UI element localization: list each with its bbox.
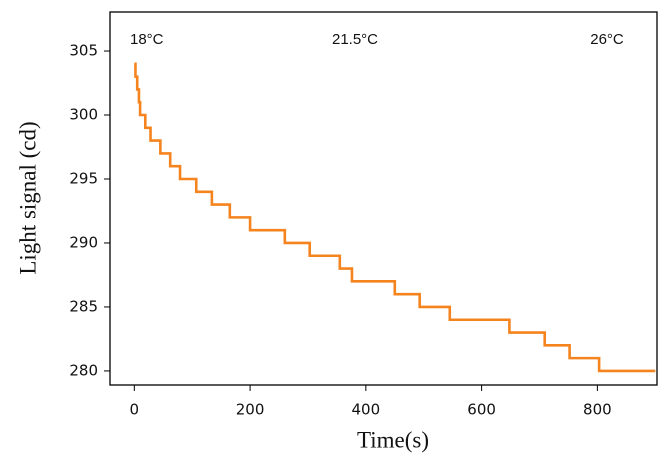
y-tick-label: 305 — [69, 42, 98, 60]
y-tick-label: 285 — [69, 297, 98, 315]
x-tick-label: 0 — [130, 401, 140, 419]
y-tick-label: 300 — [69, 106, 98, 124]
annotation: 26°C — [590, 31, 624, 48]
annotation: 21.5°C — [332, 31, 378, 48]
y-tick-label: 290 — [69, 233, 98, 251]
annotation: 18°C — [130, 31, 164, 48]
x-tick-label: 400 — [352, 401, 381, 419]
plot-frame — [109, 11, 658, 386]
x-tick-label: 800 — [583, 401, 612, 419]
y-axis-label: Light signal (cd) — [15, 121, 40, 274]
y-tick-label: 280 — [69, 361, 98, 379]
x-tick-label: 600 — [467, 401, 496, 419]
x-tick-label: 200 — [236, 401, 265, 419]
data-line — [134, 62, 656, 373]
x-axis-label: Time(s) — [357, 427, 429, 452]
y-tick-label: 295 — [69, 169, 98, 187]
